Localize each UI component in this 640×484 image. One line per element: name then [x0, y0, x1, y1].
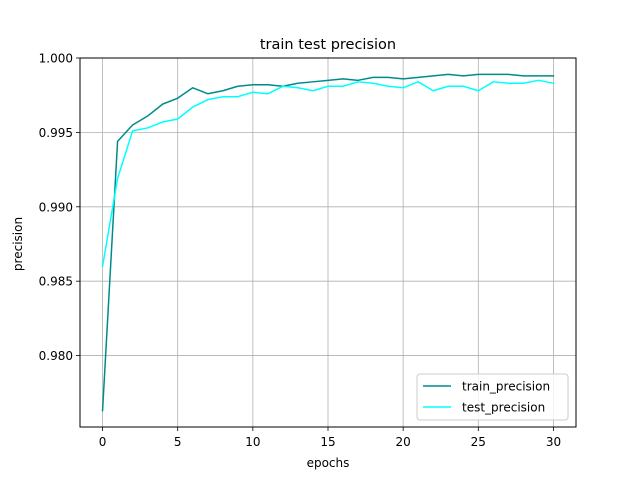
legend-label-train: train_precision [462, 380, 550, 394]
grid [80, 57, 576, 427]
y-tick-label: 0.990 [39, 200, 73, 214]
y-tick-label: 0.980 [39, 349, 73, 363]
legend-box [416, 373, 569, 421]
series-line-train-precision [101, 73, 555, 412]
x-axis-ticks: 0 5 10 15 20 25 30 [99, 427, 561, 449]
chart-title: train test precision [260, 37, 396, 53]
y-tick-label: 1.000 [39, 52, 73, 66]
legend: train_precision test_precision [416, 373, 569, 421]
y-axis-ticks: 0.980 0.985 0.990 0.995 1.000 [39, 52, 80, 363]
x-tick-label: 30 [546, 435, 561, 449]
x-tick-label: 5 [174, 435, 182, 449]
x-tick-label: 10 [245, 435, 260, 449]
y-tick-label: 0.985 [39, 275, 73, 289]
y-axis-label: precision [11, 217, 25, 271]
y-tick-label: 0.995 [39, 126, 73, 140]
x-tick-label: 0 [99, 435, 107, 449]
series-line-test-precision [101, 79, 555, 268]
series-layer [101, 73, 555, 412]
legend-label-test: test_precision [462, 401, 545, 415]
x-axis-label: epochs [307, 456, 350, 470]
x-tick-label: 15 [320, 435, 335, 449]
x-tick-label: 25 [471, 435, 486, 449]
x-tick-label: 20 [396, 435, 411, 449]
